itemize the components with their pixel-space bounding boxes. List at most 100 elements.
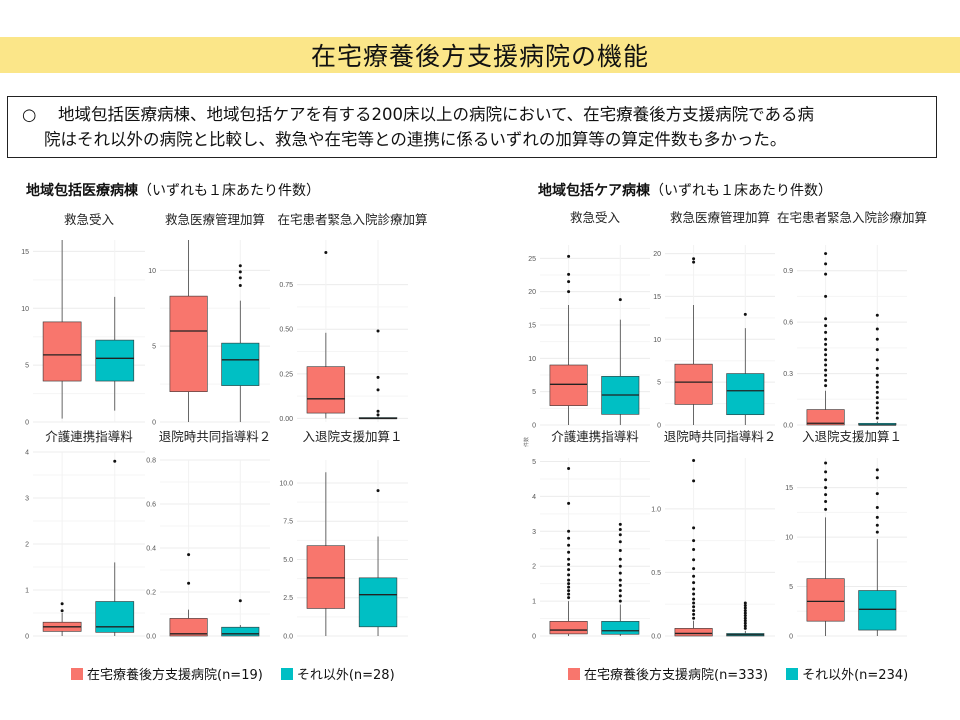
tick-label: 5 xyxy=(657,380,661,387)
tick-label: 5 xyxy=(152,344,156,351)
legend-label: それ以外(n=234) xyxy=(802,668,909,683)
outlier-point xyxy=(692,567,696,571)
outlier-point xyxy=(618,557,622,561)
outlier-point xyxy=(376,388,380,392)
outlier-point xyxy=(875,348,879,352)
outlier-point xyxy=(875,523,879,527)
summary-line-2: 院はそれ以外の病院と比較し、救急や在宅等との連携に係るいずれの加算等の算定件数も… xyxy=(44,130,787,149)
tick-label: 0.0 xyxy=(283,634,293,641)
outlier-point xyxy=(567,501,571,505)
outlier-point xyxy=(567,585,571,589)
outlier-point xyxy=(743,616,747,620)
box xyxy=(306,366,346,414)
outlier-point xyxy=(875,492,879,496)
box xyxy=(95,601,135,633)
outlier-point xyxy=(692,592,696,596)
outlier-point xyxy=(376,375,380,379)
tick-label: 10 xyxy=(21,306,29,313)
outlier-point xyxy=(376,489,380,493)
box xyxy=(806,409,845,426)
outlier-point xyxy=(743,603,747,607)
box xyxy=(221,342,260,386)
outlier-point xyxy=(743,611,747,615)
outlier-point xyxy=(618,540,622,544)
tick-label: 5 xyxy=(532,459,536,466)
outlier-point xyxy=(567,592,571,596)
outlier-point xyxy=(824,358,828,362)
tick-label: 0.0 xyxy=(146,634,156,641)
tick-label: 1.0 xyxy=(651,506,661,513)
tick-label: 1 xyxy=(25,588,29,595)
tick-label: 0.9 xyxy=(783,268,793,275)
tick-label: 15 xyxy=(528,323,536,330)
outlier-point xyxy=(824,478,828,482)
outlier-point xyxy=(824,507,828,511)
outlier-point xyxy=(824,368,828,372)
outlier-point xyxy=(692,601,696,605)
outlier-point xyxy=(824,324,828,328)
tick-label: 10.0 xyxy=(279,480,293,487)
y-axis-stub-label: 件数 xyxy=(523,437,530,447)
legend-item: 在宅療養後方支援病院(n=19) xyxy=(71,664,263,683)
outlier-point xyxy=(875,358,879,362)
outlier-point xyxy=(692,574,696,578)
outlier-point xyxy=(824,493,828,497)
tick-label: 3 xyxy=(532,529,536,536)
tick-label: 2.5 xyxy=(283,595,293,602)
tick-label: 3 xyxy=(25,496,29,503)
outlier-point xyxy=(567,543,571,547)
boxplot-panel: 0 5 10 15 20 25 救急受入 xyxy=(528,210,650,430)
tick-label: 15 xyxy=(785,485,793,492)
outlier-point xyxy=(567,466,571,470)
panel-title: 退院時共同指導料２ xyxy=(664,429,777,444)
outlier-point xyxy=(567,550,571,554)
section-title-note: （いずれも１床あたり件数） xyxy=(138,183,320,199)
panel-title: 介護連携指導料 xyxy=(551,429,639,444)
outlier-point xyxy=(567,578,571,582)
legend-item: 在宅療養後方支援病院(n=333) xyxy=(568,664,768,683)
outlier-point xyxy=(875,411,879,415)
title-band: 在宅療養後方支援病院の機能 xyxy=(0,37,960,73)
outlier-point xyxy=(875,337,879,341)
legend-item: それ以外(n=28) xyxy=(280,664,395,683)
boxplot-panel: 0 5 10 15 20 救急医療管理加算 xyxy=(653,210,775,430)
outlier-point xyxy=(824,252,828,256)
outlier-point xyxy=(567,280,571,284)
outlier-point xyxy=(743,626,747,630)
tick-label: 7.5 xyxy=(283,519,293,526)
outlier-point xyxy=(567,562,571,566)
outlier-point xyxy=(567,589,571,593)
outlier-point xyxy=(618,528,622,532)
legend-swatch xyxy=(786,667,799,680)
summary-line-1: 地域包括医療病棟、地域包括ケアを有する200床以上の病院において、在宅療養後方支… xyxy=(58,105,815,124)
outlier-point xyxy=(875,373,879,377)
outlier-point xyxy=(824,470,828,474)
outlier-point xyxy=(692,558,696,562)
outlier-point xyxy=(692,605,696,609)
outlier-point xyxy=(692,459,696,463)
panel-title: 救急医療管理加算 xyxy=(165,212,265,227)
outlier-point xyxy=(743,606,747,610)
panel-title: 在宅患者緊急入院診療加算 xyxy=(277,212,427,227)
outlier-point xyxy=(875,366,879,370)
section-title-bold: 地域包括医療病棟 xyxy=(26,183,138,199)
page-title: 在宅療養後方支援病院の機能 xyxy=(310,42,649,71)
outlier-point xyxy=(692,597,696,601)
tick-label: 1 xyxy=(532,599,536,606)
box xyxy=(601,621,640,635)
outlier-point xyxy=(824,373,828,377)
boxplot-panel: 0.0 0.3 0.6 0.9 在宅患者緊急入院診療加算 xyxy=(777,210,927,430)
outlier-point xyxy=(567,272,571,276)
outlier-point xyxy=(618,594,622,598)
outlier-point xyxy=(567,254,571,258)
outlier-point xyxy=(692,616,696,620)
tick-label: 5 xyxy=(789,584,793,591)
outlier-point xyxy=(692,539,696,543)
outlier-point xyxy=(824,337,828,341)
tick-label: 0.75 xyxy=(279,282,293,289)
outlier-point xyxy=(875,468,879,472)
outlier-point xyxy=(743,609,747,613)
tick-label: 0 xyxy=(532,423,536,430)
tick-label: 0.50 xyxy=(279,327,293,334)
outlier-point xyxy=(618,578,622,582)
